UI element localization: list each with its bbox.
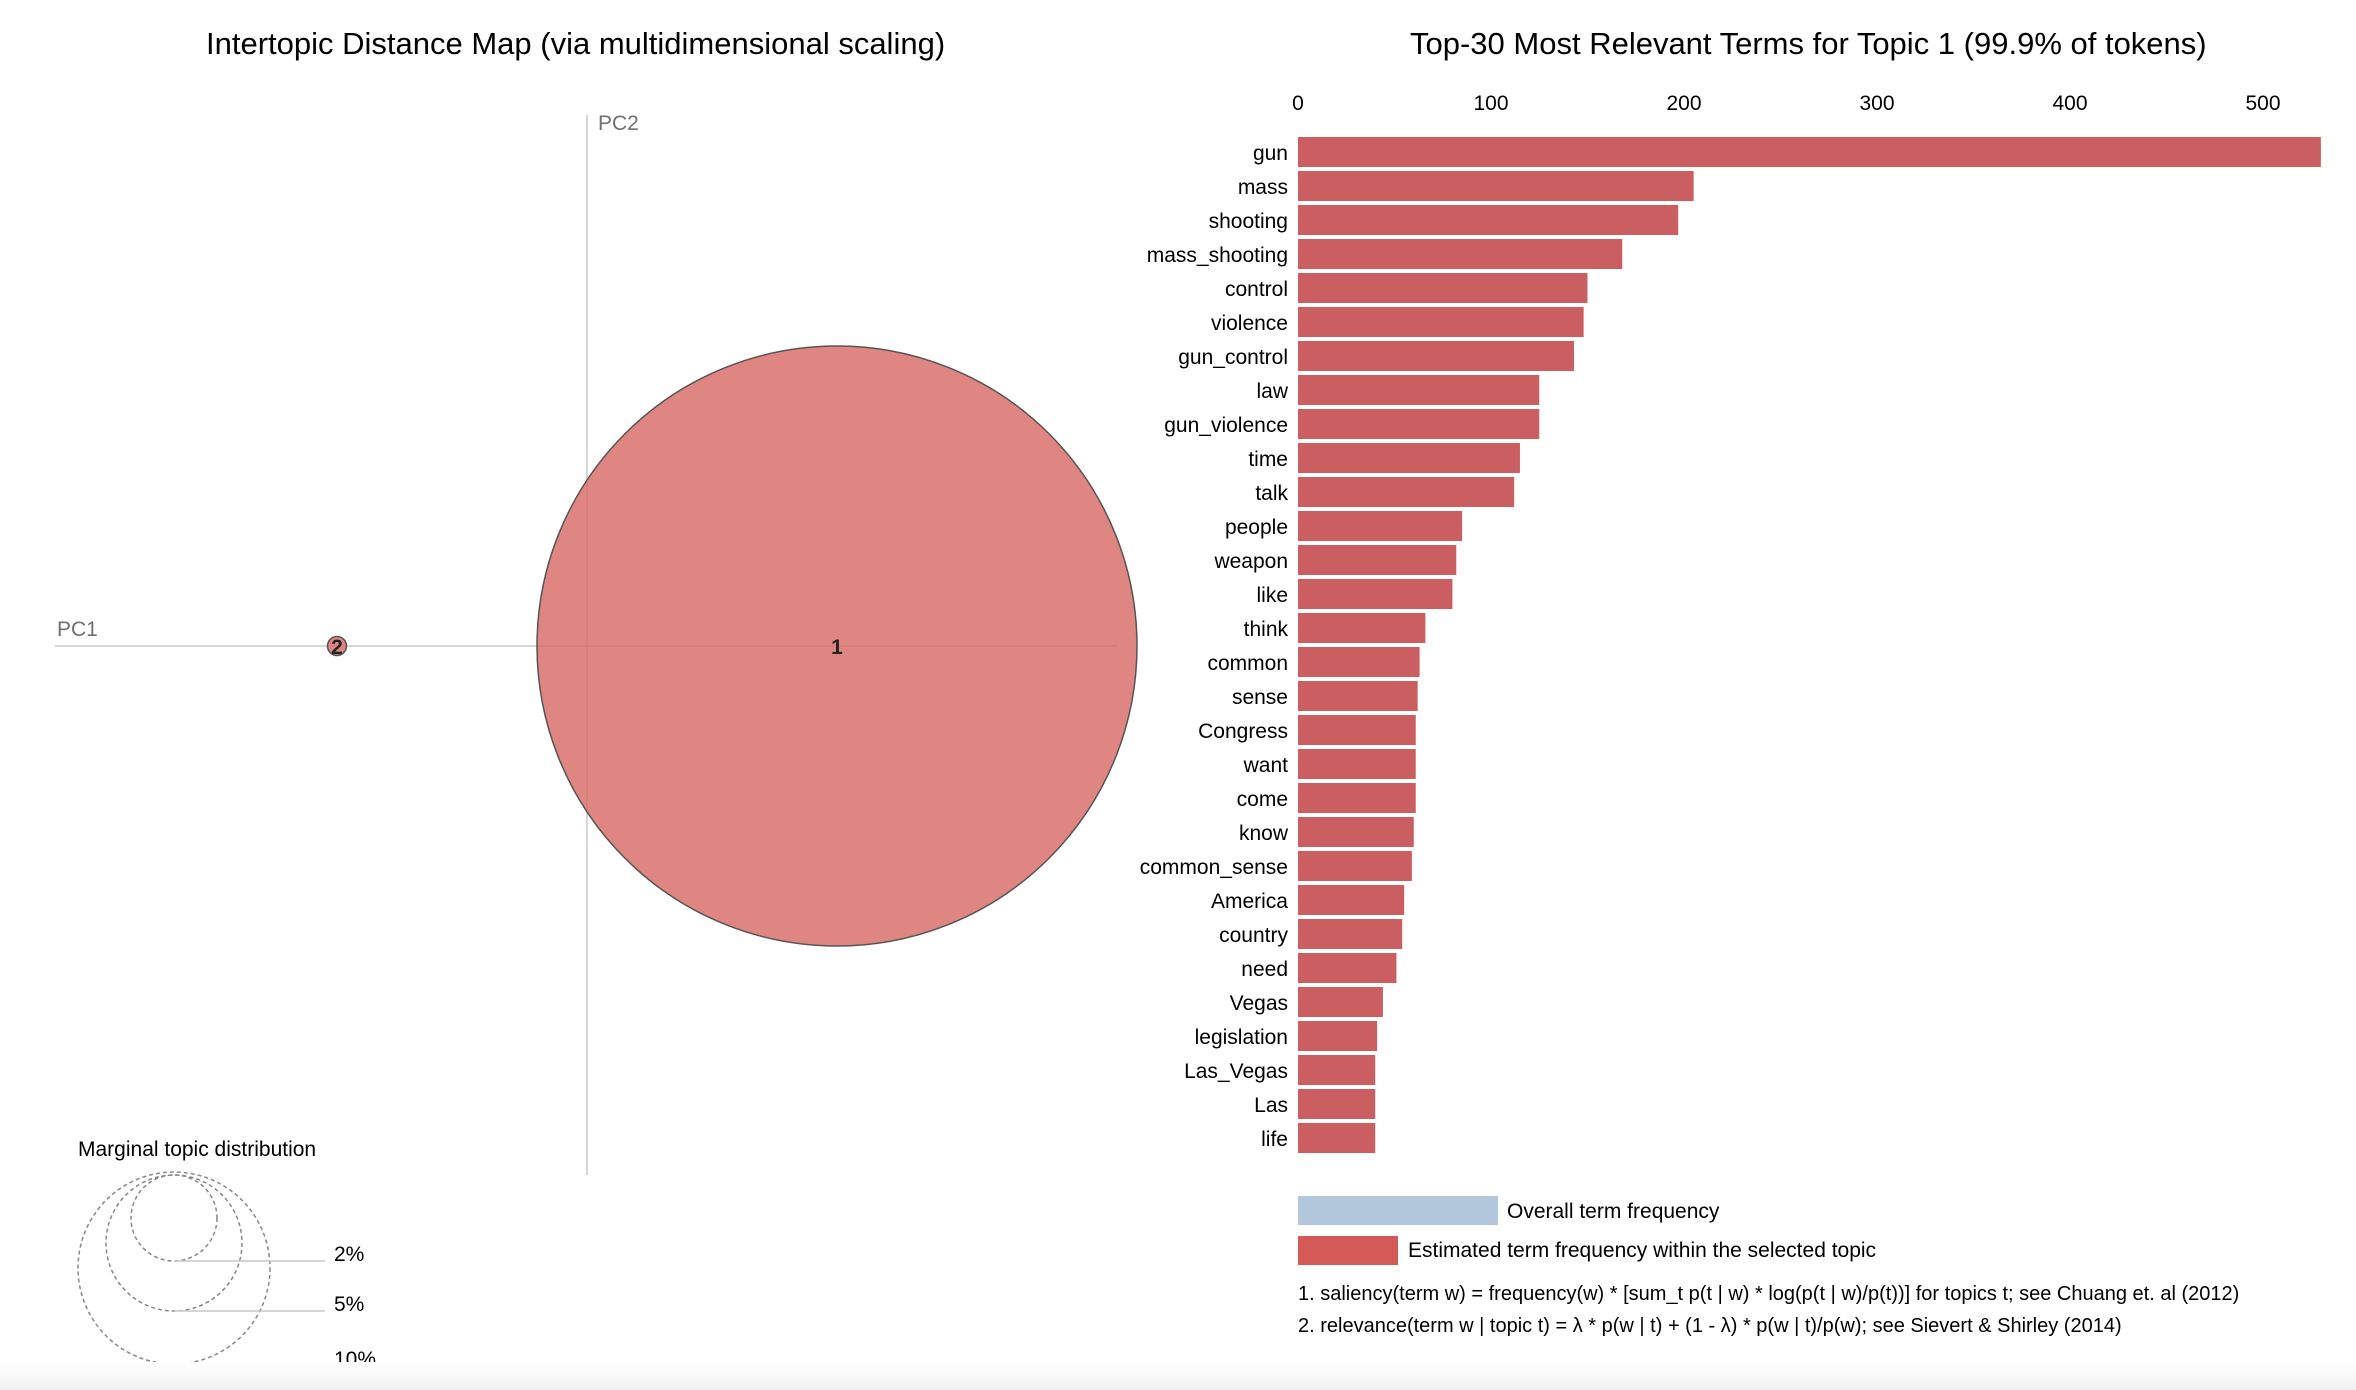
term-label-gun[interactable]: gun: [1253, 142, 1288, 165]
term-bar-talk[interactable]: [1298, 477, 1515, 507]
topic-label-1[interactable]: 1: [831, 636, 843, 659]
term-label-people[interactable]: people: [1225, 516, 1288, 539]
x-axis-ticks: 0 100 200 300 400 500: [1292, 92, 2280, 115]
marginal-circle-10: [77, 1171, 271, 1365]
term-label-America[interactable]: America: [1211, 890, 1288, 913]
term-bar-gun_control[interactable]: [1298, 341, 1574, 371]
term-bar-shooting[interactable]: [1298, 205, 1679, 235]
term-bar-America[interactable]: [1298, 885, 1405, 915]
term-label-common[interactable]: common: [1207, 652, 1288, 675]
term-bar-mass_shooting[interactable]: [1298, 239, 1623, 269]
footnote-relevance: 2. relevance(term w | topic t) = λ * p(w…: [1298, 1315, 2122, 1337]
term-bar-weapon[interactable]: [1298, 545, 1457, 575]
term-bar-Congress[interactable]: [1298, 715, 1416, 745]
marginal-title: Marginal topic distribution: [78, 1138, 316, 1161]
x-tick-label: 100: [1473, 92, 1508, 115]
term-label-time[interactable]: time: [1248, 448, 1288, 471]
x-tick-label: 300: [1859, 92, 1894, 115]
term-label-violence[interactable]: violence: [1211, 312, 1288, 335]
marginal-leader-lines: [174, 1260, 325, 1365]
topic-label-2[interactable]: 2: [331, 636, 343, 659]
term-label-sense[interactable]: sense: [1232, 686, 1288, 709]
term-bar-know[interactable]: [1298, 817, 1414, 847]
marginal-legend: [77, 1171, 271, 1365]
term-bar-legislation[interactable]: [1298, 1021, 1378, 1051]
term-bar-life[interactable]: [1298, 1123, 1376, 1153]
term-bar-like[interactable]: [1298, 579, 1453, 609]
term-bar-common[interactable]: [1298, 647, 1420, 677]
term-bar-want[interactable]: [1298, 749, 1416, 779]
term-bar-Vegas[interactable]: [1298, 987, 1383, 1017]
term-bar-sense[interactable]: [1298, 681, 1418, 711]
legend-topic-label: Estimated term frequency within the sele…: [1408, 1239, 1876, 1262]
term-bar-control[interactable]: [1298, 273, 1588, 303]
term-bar-violence[interactable]: [1298, 307, 1584, 337]
term-bar-people[interactable]: [1298, 511, 1463, 541]
term-label-weapon[interactable]: weapon: [1213, 550, 1288, 573]
term-label-Las[interactable]: Las: [1254, 1094, 1288, 1117]
marginal-label-5: 5%: [334, 1293, 364, 1316]
x-tick-label: 400: [2052, 92, 2087, 115]
term-label-want[interactable]: want: [1243, 754, 1289, 777]
term-label-mass_shooting[interactable]: mass_shooting: [1147, 244, 1288, 267]
intertopic-map-title: Intertopic Distance Map (via multidimens…: [206, 26, 946, 61]
term-label-talk[interactable]: talk: [1255, 482, 1288, 505]
bottom-fade: [0, 1362, 2356, 1390]
term-bar-Las[interactable]: [1298, 1089, 1376, 1119]
term-label-mass[interactable]: mass: [1238, 176, 1288, 199]
topic-circle-1[interactable]: [536, 345, 1138, 947]
footnote-saliency: 1. saliency(term w) = frequency(w) * [su…: [1298, 1283, 2239, 1305]
marginal-circle-5: [105, 1174, 243, 1312]
term-bar-law[interactable]: [1298, 375, 1540, 405]
x-tick-label: 200: [1666, 92, 1701, 115]
term-bar-come[interactable]: [1298, 783, 1416, 813]
term-label-Vegas[interactable]: Vegas: [1230, 992, 1288, 1015]
pc1-label: PC1: [57, 618, 98, 641]
term-label-shooting[interactable]: shooting: [1209, 210, 1288, 233]
term-bar-gun[interactable]: [1298, 137, 2321, 167]
term-label-Congress[interactable]: Congress: [1198, 720, 1288, 743]
term-label-come[interactable]: come: [1237, 788, 1288, 811]
term-label-law[interactable]: law: [1256, 380, 1288, 403]
term-bar-time[interactable]: [1298, 443, 1520, 473]
term-label-Las_Vegas[interactable]: Las_Vegas: [1184, 1060, 1288, 1083]
term-bar-Las_Vegas[interactable]: [1298, 1055, 1376, 1085]
term-label-gun_violence[interactable]: gun_violence: [1164, 414, 1288, 437]
term-label-legislation[interactable]: legislation: [1195, 1026, 1288, 1049]
term-bar-need[interactable]: [1298, 953, 1397, 983]
top-terms-title: Top-30 Most Relevant Terms for Topic 1 (…: [1410, 26, 2207, 61]
topic-circles: 12: [326, 345, 1138, 947]
term-bar-gun_violence[interactable]: [1298, 409, 1540, 439]
topic-circle-2[interactable]: [326, 635, 348, 657]
term-bar-think[interactable]: [1298, 613, 1426, 643]
term-bar-country[interactable]: [1298, 919, 1403, 949]
term-label-know[interactable]: know: [1239, 822, 1289, 845]
term-label-like[interactable]: like: [1256, 584, 1288, 607]
term-label-control[interactable]: control: [1225, 278, 1288, 301]
term-label-gun_control[interactable]: gun_control: [1178, 346, 1288, 369]
legend-overall-label: Overall term frequency: [1507, 1200, 1720, 1223]
term-label-think[interactable]: think: [1244, 618, 1289, 641]
x-tick-label: 500: [2245, 92, 2280, 115]
term-label-country[interactable]: country: [1219, 924, 1288, 947]
x-tick-label: 0: [1292, 92, 1304, 115]
term-label-need[interactable]: need: [1241, 958, 1288, 981]
term-label-life[interactable]: life: [1261, 1128, 1288, 1151]
term-bar-common_sense[interactable]: [1298, 851, 1412, 881]
term-bar-mass[interactable]: [1298, 171, 1694, 201]
marginal-label-2: 2%: [334, 1243, 364, 1266]
pc2-label: PC2: [598, 112, 639, 135]
marginal-circle-2: [130, 1174, 218, 1262]
term-label-common_sense[interactable]: common_sense: [1140, 856, 1288, 879]
legend-swatch-topic: [1298, 1236, 1398, 1265]
legend-swatch-overall: [1298, 1196, 1498, 1225]
